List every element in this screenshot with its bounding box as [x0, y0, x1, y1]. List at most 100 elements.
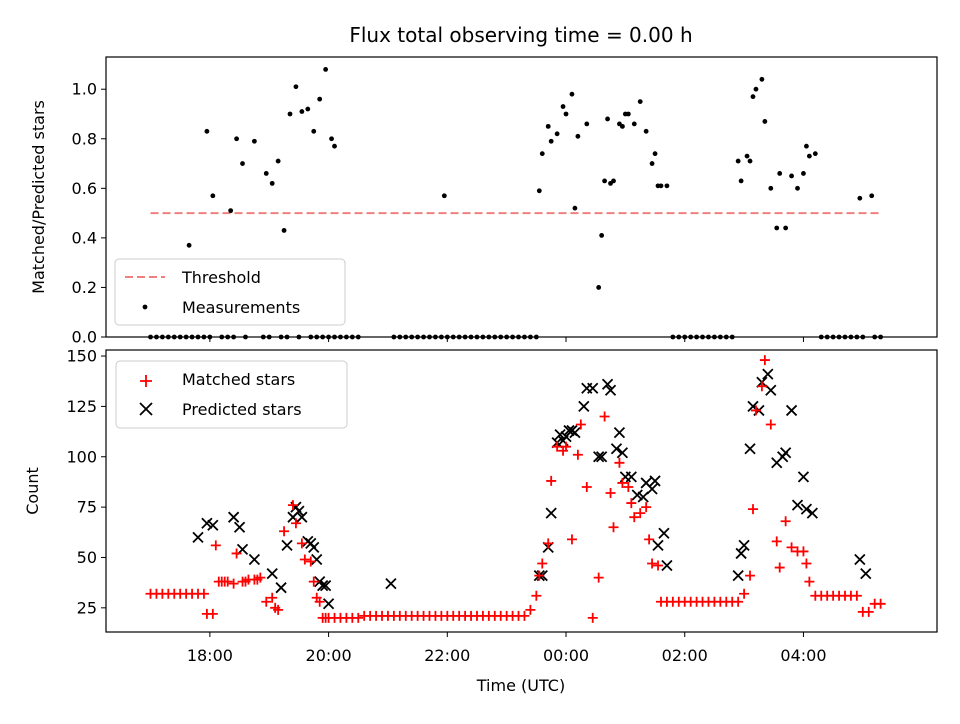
predicted-point	[308, 541, 320, 554]
measurement-point	[753, 86, 759, 92]
measurement-point	[812, 151, 818, 157]
measurement-point	[869, 193, 875, 199]
measurement-point	[857, 195, 863, 201]
matched-point	[614, 457, 625, 468]
x-tick-label: 00:00	[543, 646, 589, 665]
matched-point	[786, 542, 797, 553]
predicted-point	[311, 553, 323, 566]
top-y-tick-label: 1.0	[72, 80, 97, 99]
top-panel-y-label: Matched/Predicted stars	[29, 100, 48, 294]
matched-point	[207, 608, 218, 619]
matched-point	[222, 576, 233, 587]
predicted-point	[248, 553, 261, 566]
matched-point	[644, 534, 655, 545]
matched-point	[296, 538, 307, 549]
measurement-point	[596, 285, 602, 290]
legend-measurements-label: Measurements	[182, 298, 300, 317]
legend-predicted-label: Predicted stars	[182, 400, 302, 419]
bottom-y-tick-label: 50	[77, 548, 97, 567]
measurement-point	[658, 183, 664, 189]
predicted-point	[201, 517, 213, 529]
measurement-point	[664, 183, 670, 189]
matched-point	[537, 558, 548, 569]
measurement-point	[293, 84, 299, 90]
matched-point	[608, 522, 619, 533]
matched-point	[308, 576, 319, 587]
matched-point	[647, 558, 658, 569]
matched-point	[641, 502, 652, 513]
matched-point	[771, 536, 782, 547]
measurement-point	[305, 106, 311, 112]
bottom-panel-x-ticks: 18:00 20:00 22:00 00:00 02:00 04:00	[187, 632, 827, 665]
matched-point	[593, 572, 604, 583]
matched-point	[299, 554, 310, 565]
measurement-point	[251, 138, 257, 144]
predicted-point	[800, 503, 813, 515]
top-y-tick-label: 0.2	[72, 278, 97, 297]
matched-point	[623, 481, 634, 492]
matched-point	[543, 538, 554, 549]
measurement-point	[602, 178, 607, 184]
top-y-tick-label: 0.0	[72, 328, 97, 347]
matched-point	[228, 578, 239, 589]
matched-point	[774, 562, 785, 573]
bottom-panel-y-label: Count	[23, 467, 42, 515]
matched-point	[587, 612, 598, 623]
bottom-panel-y-ticks: 25 50 75 100 125 150	[66, 347, 106, 617]
measurement-point	[554, 131, 560, 137]
matched-point	[875, 598, 886, 609]
measurement-point	[329, 136, 334, 142]
measurement-point	[620, 123, 625, 129]
measurement-point	[548, 138, 554, 144]
predicted-point	[780, 447, 792, 459]
predicted-point	[785, 404, 798, 417]
chart-title: Flux total observing time = 0.00 h	[349, 23, 692, 47]
measurement-point	[611, 178, 616, 184]
bottom-y-tick-label: 25	[77, 598, 97, 617]
matched-point	[353, 612, 364, 623]
measurement-point	[560, 104, 566, 109]
top-panel-legend: Threshold Measurements	[114, 258, 346, 326]
measurement-point	[637, 99, 643, 105]
measurement-point	[234, 136, 239, 142]
measurement-point	[210, 193, 216, 199]
top-panel-frame	[105, 56, 938, 338]
legend-matched-label: Matched stars	[182, 370, 295, 389]
top-y-tick-label: 0.6	[72, 179, 97, 198]
measurement-point	[228, 208, 234, 214]
measurement-point	[311, 128, 317, 134]
matched-point	[290, 518, 301, 529]
bottom-y-tick-label: 125	[66, 397, 97, 416]
matched-point	[561, 441, 572, 452]
predicted-point	[595, 451, 608, 463]
measurement-point	[584, 121, 590, 127]
matched-point	[733, 596, 744, 607]
matched-point	[653, 560, 664, 571]
measurement-point	[332, 143, 337, 149]
matched-point	[765, 419, 776, 430]
predicted-point	[227, 511, 240, 523]
matched-point	[566, 534, 577, 545]
x-tick-label: 02:00	[662, 646, 708, 665]
measurement-point	[652, 151, 658, 157]
predicted-point	[322, 598, 335, 610]
measurement-point	[240, 161, 245, 166]
measurement-point	[317, 96, 323, 102]
matched-point	[552, 441, 563, 452]
matched-point	[279, 526, 290, 537]
predicted-point	[578, 400, 590, 413]
matched-point	[575, 419, 586, 430]
measurement-point	[762, 119, 768, 124]
x-axis-label: Time (UTC)	[476, 676, 565, 695]
x-tick-label: 22:00	[424, 646, 470, 665]
bottom-legend-box	[115, 360, 348, 429]
bottom-y-tick-label: 100	[66, 447, 97, 466]
measurement-point	[536, 188, 542, 194]
matched-point	[525, 604, 536, 615]
predicted-point	[637, 491, 649, 503]
legend-threshold-label: Threshold	[181, 268, 261, 287]
predicted-point	[610, 443, 623, 455]
measurement-point	[299, 109, 305, 114]
matched-point	[605, 488, 616, 499]
